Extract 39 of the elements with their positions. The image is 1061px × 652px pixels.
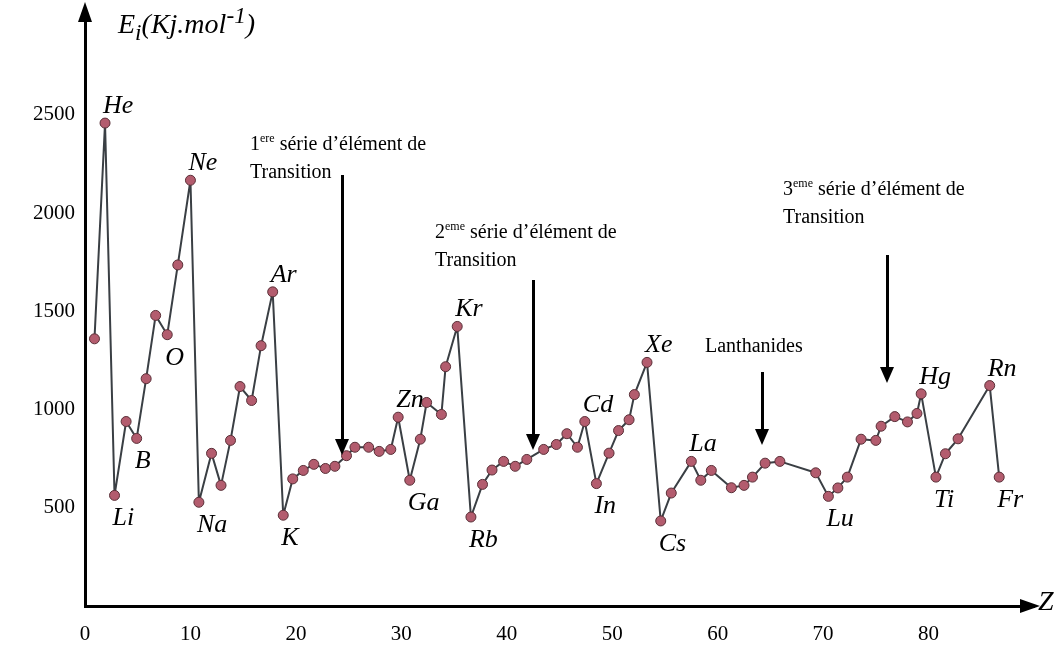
- x-tick-label: 0: [79, 621, 91, 646]
- x-tick-label: 40: [496, 621, 518, 646]
- annotation: In: [593, 490, 617, 520]
- annotation: Rn: [986, 352, 1017, 382]
- annotation: O: [165, 341, 185, 371]
- annotation: La: [688, 428, 717, 458]
- x-tick-label: 30: [390, 621, 412, 646]
- annotation: Rb: [467, 523, 498, 553]
- annotation: Ti: [933, 483, 955, 513]
- y-tick-label: 2000: [33, 199, 75, 224]
- annotation: Lu: [825, 503, 854, 533]
- annotation: Fr: [996, 483, 1025, 513]
- annotation: K: [280, 522, 301, 552]
- x-tick-label: 50: [601, 621, 623, 646]
- annotation: Li: [111, 502, 135, 532]
- annotation: B: [134, 445, 151, 475]
- y-tick-label: 1000: [33, 396, 75, 421]
- annotation: Cs: [658, 527, 687, 557]
- annotation: Kr: [454, 293, 484, 323]
- y-tick-label: 2500: [33, 101, 75, 126]
- annotation: He: [102, 90, 134, 120]
- y-axis-title: E$_{i}$(Kj.mol$^{-1}$): [118, 2, 256, 46]
- annotation: Zn: [396, 384, 424, 414]
- annotation: Ga: [407, 487, 440, 517]
- x-tick-label: 10: [179, 621, 201, 646]
- annotation: Ne: [187, 147, 218, 177]
- y-tick-label: 500: [43, 494, 75, 519]
- x-axis-title: Z: [1038, 585, 1054, 617]
- annotation: Ar: [268, 258, 298, 288]
- x-tick-label: 80: [918, 621, 940, 646]
- x-tick-label: 60: [707, 621, 729, 646]
- y-tick-label: 1500: [33, 297, 75, 322]
- annotation: Xe: [644, 329, 673, 359]
- annotation: Na: [195, 509, 228, 539]
- annotation: Lanthanides: [705, 334, 803, 356]
- x-tick-label: 70: [812, 621, 834, 646]
- x-tick-label: 20: [285, 621, 307, 646]
- annotation: Cd: [582, 388, 615, 418]
- annotation: Hg: [918, 360, 951, 390]
